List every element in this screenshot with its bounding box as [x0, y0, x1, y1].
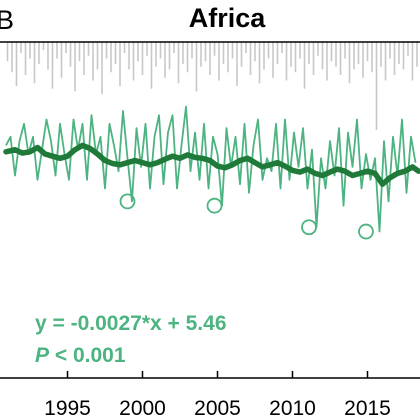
- panel-letter: B: [0, 5, 14, 35]
- x-tick-label: 2000: [119, 397, 166, 420]
- chart-title: Africa: [189, 3, 267, 33]
- p-value-symbol: P: [35, 344, 50, 367]
- x-tick-label: 2010: [269, 397, 316, 420]
- x-axis-ticks: 1995 2000 2005 2010 2015: [44, 371, 391, 420]
- x-tick-label: 1995: [44, 397, 91, 420]
- circled-minima: [119, 193, 374, 240]
- x-tick-label: 2005: [194, 397, 241, 420]
- monthly-series: [5, 105, 417, 233]
- regression-equation: y = -0.0027*x + 5.46: [35, 312, 227, 335]
- minimum-marker: [119, 193, 136, 210]
- smoothed-series: [3, 142, 420, 187]
- minimum-marker: [206, 197, 223, 214]
- p-value-text: < 0.001: [49, 344, 126, 367]
- smoothed-line: [3, 142, 420, 187]
- minimum-marker: [301, 219, 317, 236]
- p-value-annotation: P < 0.001: [35, 344, 126, 367]
- x-tick-label: 2015: [344, 397, 391, 420]
- precipitation-bars: [6, 42, 418, 130]
- minimum-marker: [358, 223, 374, 240]
- monthly-line: [5, 105, 417, 233]
